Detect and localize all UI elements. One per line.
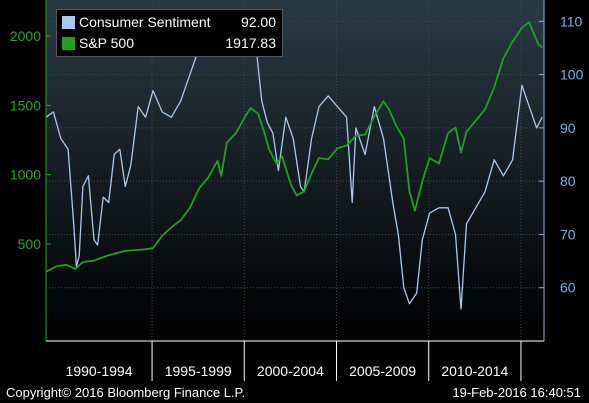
copyright-text: Copyright© 2016 Bloomberg Finance L.P. <box>6 385 246 400</box>
series-line-consumer-sentiment <box>45 31 543 310</box>
series-line-sp500 <box>45 21 543 273</box>
tick-labels: 1990-1994 1995-1999 2000-2004 2005-2009 2010… <box>10 13 584 379</box>
legend-item-consumer-sentiment: Consumer Sentiment 92.00 <box>57 12 282 32</box>
grid-lines <box>46 0 544 341</box>
right-tick-label: 70 <box>560 226 576 242</box>
x-tick-label: 1995-1999 <box>165 363 232 379</box>
period-separators <box>151 341 522 381</box>
x-tick-label: 2000-2004 <box>257 363 324 379</box>
legend-label-sp500: S&P 500 <box>79 35 135 51</box>
legend-swatch-sp500 <box>62 37 75 50</box>
legend-label-consumer-sentiment: Consumer Sentiment <box>79 14 211 30</box>
x-tick-label: 2005-2009 <box>349 363 416 379</box>
timestamp-text: 19-Feb-2016 16:40:51 <box>452 385 581 400</box>
legend-value-sp500: 1917.83 <box>225 35 276 51</box>
right-tick-label: 60 <box>560 280 576 296</box>
x-tick-label: 1990-1994 <box>66 363 133 379</box>
left-tick-label: 500 <box>18 236 42 252</box>
legend: Consumer Sentiment 92.00 S&P 500 1917.83 <box>56 9 283 57</box>
right-tick-label: 100 <box>560 67 584 83</box>
left-tick-label: 1500 <box>10 97 41 113</box>
legend-value-consumer-sentiment: 92.00 <box>240 14 276 30</box>
right-tick-label: 110 <box>560 13 583 29</box>
axes <box>45 0 545 342</box>
series-layer <box>45 21 543 310</box>
x-tick-label: 2010-2014 <box>441 363 508 379</box>
left-tick-label: 1000 <box>10 167 41 183</box>
legend-swatch-consumer-sentiment <box>62 16 75 29</box>
legend-item-sp500: S&P 500 1917.83 <box>57 33 282 53</box>
left-tick-label: 2000 <box>10 28 41 44</box>
right-tick-label: 80 <box>560 173 576 189</box>
right-tick-label: 90 <box>560 120 576 136</box>
